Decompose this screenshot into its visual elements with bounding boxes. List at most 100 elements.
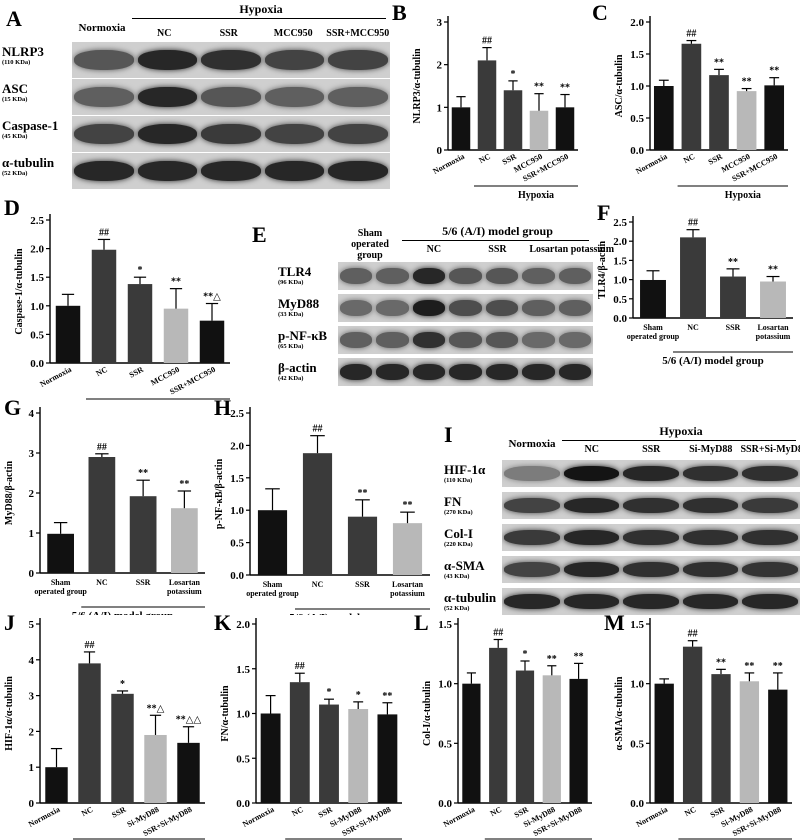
protein-name: HIF-1α <box>444 462 486 477</box>
blot-band <box>449 364 482 380</box>
bar <box>682 646 703 803</box>
blot-group-header: 5/6 (A/I) model group <box>442 224 553 238</box>
blot-col-label: SSR <box>488 244 507 255</box>
panel-letter: H <box>214 395 231 420</box>
bar <box>764 85 785 150</box>
significance-mark: ## <box>493 628 503 639</box>
bar <box>529 110 549 150</box>
significance-mark: * <box>138 265 143 276</box>
y-tick-label: 2.0 <box>30 244 44 256</box>
blot-band <box>504 529 560 546</box>
blot-band <box>742 529 798 546</box>
y-tick-label: 0.0 <box>613 313 627 325</box>
y-tick-label: 0.5 <box>613 294 627 306</box>
protein-name: α-tubulin <box>444 590 497 605</box>
bar <box>144 734 167 803</box>
blot-band <box>504 593 560 610</box>
blot-col-label: SSR <box>642 444 661 455</box>
blot-strip <box>502 460 800 487</box>
significance-mark: ** <box>547 654 557 665</box>
bar <box>739 681 760 803</box>
blot-strip <box>502 524 800 551</box>
blot-group-header: Hypoxia <box>659 424 703 438</box>
y-tick-label: 1.0 <box>630 81 644 93</box>
blot-band <box>563 529 620 546</box>
y-tick-label: 2.5 <box>230 408 244 420</box>
blot-band <box>558 332 591 348</box>
x-tick-label: NC <box>290 805 305 818</box>
bar <box>257 510 288 575</box>
western-blot-e: E Sham operated group 5/6 (A/I) model grou… <box>248 222 614 390</box>
blot-band <box>137 49 198 71</box>
bar <box>111 693 134 803</box>
significance-mark: ## <box>688 629 698 640</box>
bar <box>347 516 378 575</box>
y-tick-label: 0.5 <box>630 113 644 125</box>
chart-c: C0.00.51.01.52.0ASC/α-tubulinNormoxia##N… <box>592 0 788 201</box>
bar <box>91 249 117 363</box>
blot-strip <box>338 262 593 290</box>
blot-band <box>682 561 739 578</box>
y-tick-label: 1.5 <box>30 272 44 284</box>
blot-header-line <box>402 240 589 241</box>
bar <box>477 60 497 150</box>
y-tick-label: 2 <box>29 488 35 500</box>
group-label: Hypoxia <box>725 190 761 201</box>
blot-band <box>682 593 739 610</box>
significance-mark: ** <box>179 479 189 490</box>
bar <box>489 647 508 803</box>
blot-band <box>74 123 134 145</box>
panel-letter: B <box>392 0 407 25</box>
bar <box>88 457 116 573</box>
blot-strip <box>502 588 800 615</box>
molecular-weight: (33 KDa) <box>278 310 304 318</box>
blot-row-label: NLRP3 (110 KDa) <box>2 45 44 66</box>
blot-band <box>485 300 519 316</box>
significance-mark: ** <box>728 257 738 268</box>
y-tick-label: 2.5 <box>30 215 44 227</box>
x-tick-label: operated group <box>34 587 87 596</box>
blot-band <box>412 332 446 348</box>
protein-name: TLR4 <box>278 264 312 279</box>
x-tick-label: Sham <box>263 580 283 589</box>
blot-band <box>623 465 679 482</box>
panel-letter: G <box>4 395 21 420</box>
bar <box>555 107 575 150</box>
significance-mark: ## <box>295 661 305 672</box>
bar <box>55 305 81 363</box>
blot-band <box>340 332 373 348</box>
blot-band <box>742 561 798 578</box>
y-axis-label: HIF-1α/α-tubulin <box>4 676 15 751</box>
chart-j: J012345HIF-1α/α-tubulinNormoxia##NC*SSR*… <box>4 610 205 840</box>
panel-letter: K <box>214 610 231 635</box>
bar <box>569 678 588 803</box>
blot-col-label: SSR+MCC950 <box>326 28 390 39</box>
y-tick-label: 1.0 <box>236 709 250 721</box>
y-tick-label: 3 <box>29 691 35 703</box>
group-label: 5/6 (A/I) model group <box>289 612 391 615</box>
molecular-weight: (52 KDa) <box>444 604 470 612</box>
blot-row-label: α-tubulin (52 KDa) <box>444 591 496 612</box>
protein-name: FN <box>444 494 462 509</box>
y-tick-label: 0 <box>29 798 35 810</box>
chart-b: B0123NLRP3/α-tubulinNormoxia##NC*SSR**MC… <box>392 0 578 201</box>
blot-band <box>558 364 591 380</box>
blot-band <box>742 497 798 514</box>
blot-band <box>74 160 134 182</box>
blot-strip <box>72 42 390 78</box>
blot-band <box>623 497 679 514</box>
blot-band <box>137 123 198 145</box>
blot-col-label: Sham operated group <box>351 228 389 261</box>
chart-f: F 0.0 0.5 1.0 1.5 2.0 2.5 TLR4/β-actin Shamopera… <box>597 200 793 367</box>
blot-band <box>328 160 388 182</box>
blot-band <box>623 529 679 546</box>
significance-mark: ## <box>99 227 109 238</box>
blot-col-label: SSR <box>219 28 238 39</box>
x-tick-label: potassium <box>390 589 425 598</box>
x-tick-label: Losartan <box>169 578 201 587</box>
panel-letter: D <box>4 195 20 220</box>
blot-band <box>412 300 446 316</box>
x-tick-label: NC <box>687 323 699 332</box>
blot-band <box>682 529 739 546</box>
